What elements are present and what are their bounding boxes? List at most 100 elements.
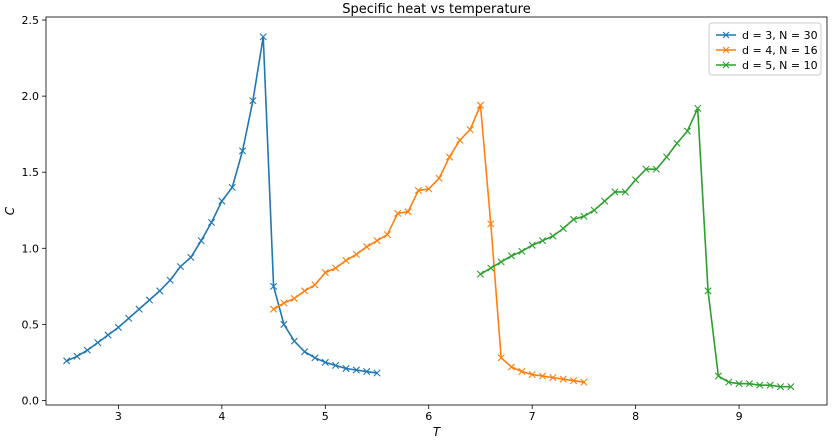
data-point xyxy=(425,185,433,193)
plot-area xyxy=(63,33,795,391)
data-point xyxy=(507,363,516,371)
data-point xyxy=(63,357,71,365)
data-point xyxy=(290,337,298,345)
legend-label: d = 3, N = 30 xyxy=(742,29,818,42)
data-point xyxy=(497,354,505,362)
data-point xyxy=(135,305,143,313)
data-point xyxy=(538,372,547,380)
x-tick-label: 6 xyxy=(425,410,432,423)
data-point xyxy=(363,367,371,376)
data-point xyxy=(569,215,578,223)
data-point xyxy=(445,153,454,161)
data-point xyxy=(549,232,557,240)
data-point xyxy=(249,97,257,105)
data-point xyxy=(704,287,712,295)
y-tick-label: 0.0 xyxy=(22,394,40,407)
legend-box xyxy=(708,22,822,76)
data-point xyxy=(518,367,526,376)
data-point xyxy=(507,252,516,260)
data-point xyxy=(652,165,660,173)
data-point xyxy=(559,224,567,233)
x-tick-label: 8 xyxy=(632,410,639,423)
data-point xyxy=(776,383,785,391)
legend-label: d = 5, N = 10 xyxy=(742,59,818,72)
axes-frame xyxy=(45,16,828,406)
data-point xyxy=(476,270,485,278)
data-point xyxy=(404,208,412,216)
y-tick-label: 1.0 xyxy=(22,242,40,255)
data-point xyxy=(528,370,536,379)
data-point xyxy=(549,374,557,382)
data-point xyxy=(714,372,722,380)
data-point xyxy=(207,218,216,227)
series-line xyxy=(66,35,378,374)
series-1 xyxy=(63,33,381,377)
data-point xyxy=(269,305,278,313)
data-point xyxy=(518,247,526,255)
data-point xyxy=(166,276,174,284)
x-tick-label: 7 xyxy=(529,410,536,423)
data-point xyxy=(269,282,278,290)
data-point xyxy=(611,188,619,196)
series-line xyxy=(480,107,791,388)
data-point xyxy=(487,264,495,272)
data-point xyxy=(590,206,598,214)
data-point xyxy=(559,375,567,383)
data-point xyxy=(632,176,640,184)
data-point xyxy=(497,258,505,266)
data-point xyxy=(197,237,205,245)
x-tick-label: 3 xyxy=(115,410,122,423)
data-point xyxy=(456,136,464,144)
y-tick-label: 2.0 xyxy=(22,90,40,103)
data-point xyxy=(683,127,691,135)
data-point xyxy=(145,296,154,304)
data-point xyxy=(766,381,774,389)
data-point xyxy=(228,183,236,192)
data-point xyxy=(114,323,122,331)
data-point xyxy=(83,346,91,354)
data-point xyxy=(342,364,350,373)
series-2 xyxy=(269,101,588,386)
legend-label: d = 4, N = 16 xyxy=(742,44,818,57)
data-point xyxy=(73,352,81,360)
series-3 xyxy=(476,104,795,391)
y-tick-label: 1.5 xyxy=(22,166,40,179)
data-point xyxy=(156,287,164,295)
data-point xyxy=(125,314,133,322)
data-point xyxy=(601,197,609,205)
data-point xyxy=(476,101,485,109)
data-point xyxy=(569,377,578,385)
legend-marker xyxy=(722,61,730,69)
data-point xyxy=(621,188,629,196)
legend-marker xyxy=(722,46,730,54)
data-point xyxy=(218,197,226,205)
y-axis-label: C xyxy=(3,206,17,215)
data-point xyxy=(352,366,360,374)
data-point xyxy=(332,264,340,272)
data-point xyxy=(311,354,319,362)
x-tick-label: 9 xyxy=(736,410,743,423)
data-point xyxy=(311,281,319,289)
legend: d = 3, N = 30 d = 4, N = 16 d = 5, N = 10 xyxy=(708,22,822,76)
data-point xyxy=(238,147,247,155)
data-point xyxy=(745,380,754,388)
data-point xyxy=(104,331,112,339)
data-point xyxy=(363,243,371,251)
data-point xyxy=(301,348,309,356)
legend-marker xyxy=(722,31,730,39)
y-tick-label: 2.5 xyxy=(22,14,40,27)
y-tick-label: 0.5 xyxy=(22,318,40,331)
data-point xyxy=(352,250,360,258)
data-point xyxy=(94,339,102,347)
data-point xyxy=(332,361,340,370)
data-point xyxy=(259,33,267,41)
data-point xyxy=(756,381,764,389)
data-point xyxy=(487,220,495,228)
data-point xyxy=(735,380,743,388)
data-point xyxy=(787,383,795,391)
data-point xyxy=(321,358,329,366)
data-point xyxy=(414,186,422,195)
data-point xyxy=(176,262,185,271)
x-axis-label: T xyxy=(433,425,442,439)
